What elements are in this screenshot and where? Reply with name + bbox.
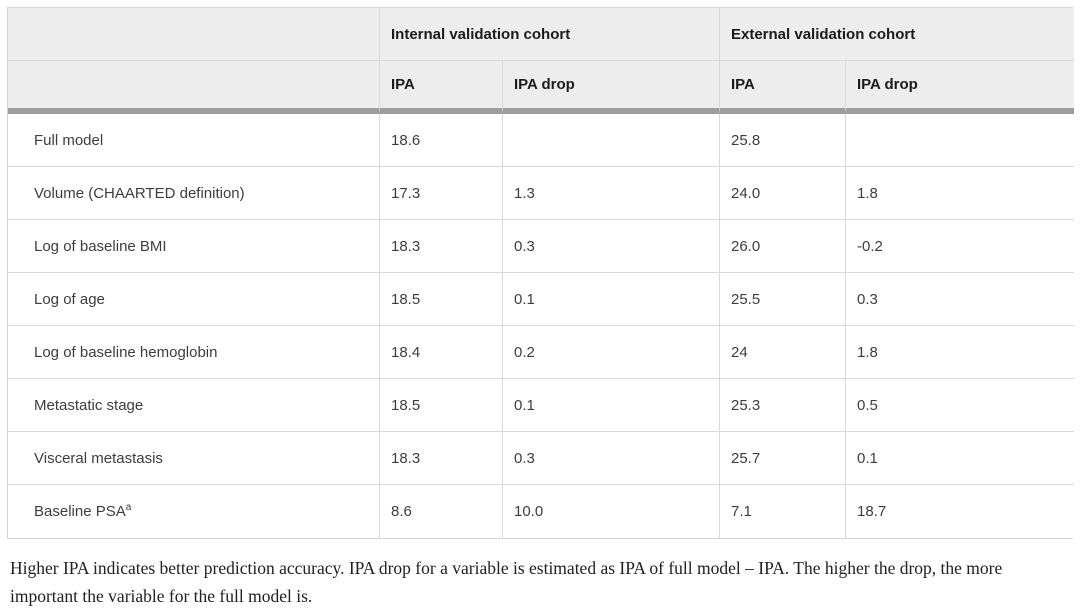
row-label: Log of baseline hemoglobin xyxy=(8,326,380,379)
internal-ipa-drop-header: IPA drop xyxy=(503,61,720,114)
table-row: Baseline PSAa 8.6 10.0 7.1 18.7 xyxy=(8,485,1074,538)
table-footnote: Higher IPA indicates better prediction a… xyxy=(10,558,1003,606)
row-label: Baseline PSAa xyxy=(8,485,380,538)
value-cell: 10.0 xyxy=(503,485,720,538)
value-cell: -0.2 xyxy=(846,220,1074,273)
value-cell: 18.6 xyxy=(380,114,503,167)
internal-ipa-header: IPA xyxy=(380,61,503,114)
internal-cohort-header: Internal validation cohort xyxy=(380,8,720,61)
row-label: Metastatic stage xyxy=(8,379,380,432)
ipa-validation-table: Internal validation cohort External vali… xyxy=(8,8,1074,538)
row-label: Log of age xyxy=(8,273,380,326)
table-row: Full model 18.6 25.8 xyxy=(8,114,1074,167)
value-cell: 0.1 xyxy=(503,379,720,432)
value-cell: 1.8 xyxy=(846,326,1074,379)
external-ipa-drop-header: IPA drop xyxy=(846,61,1074,114)
row-label: Volume (CHAARTED definition) xyxy=(8,167,380,220)
value-cell: 0.3 xyxy=(846,273,1074,326)
value-cell: 18.3 xyxy=(380,432,503,485)
metric-header-row: IPA IPA drop IPA IPA drop xyxy=(8,61,1074,114)
value-cell: 25.3 xyxy=(720,379,846,432)
value-cell: 26.0 xyxy=(720,220,846,273)
table-row: Metastatic stage 18.5 0.1 25.3 0.5 xyxy=(8,379,1074,432)
value-cell: 18.5 xyxy=(380,273,503,326)
value-cell xyxy=(503,114,720,167)
cohort-header-row: Internal validation cohort External vali… xyxy=(8,8,1074,61)
external-ipa-header: IPA xyxy=(720,61,846,114)
value-cell: 18.7 xyxy=(846,485,1074,538)
value-cell: 24 xyxy=(720,326,846,379)
table-row: Log of age 18.5 0.1 25.5 0.3 xyxy=(8,273,1074,326)
value-cell: 0.3 xyxy=(503,220,720,273)
table-body: Full model 18.6 25.8 Volume (CHAARTED defin… xyxy=(8,114,1074,538)
row-label: Log of baseline BMI xyxy=(8,220,380,273)
external-cohort-header: External validation cohort xyxy=(720,8,1074,61)
footnote-marker: a xyxy=(125,502,132,513)
value-cell: 25.8 xyxy=(720,114,846,167)
value-cell: 25.5 xyxy=(720,273,846,326)
value-cell: 8.6 xyxy=(380,485,503,538)
value-cell xyxy=(846,114,1074,167)
value-cell: 0.1 xyxy=(503,273,720,326)
value-cell: 0.2 xyxy=(503,326,720,379)
value-cell: 1.3 xyxy=(503,167,720,220)
value-cell: 0.3 xyxy=(503,432,720,485)
value-cell: 7.1 xyxy=(720,485,846,538)
value-cell: 18.3 xyxy=(380,220,503,273)
row-label: Full model xyxy=(8,114,380,167)
value-cell: 1.8 xyxy=(846,167,1074,220)
table-header: Internal validation cohort External vali… xyxy=(8,8,1074,114)
value-cell: 18.4 xyxy=(380,326,503,379)
value-cell: 17.3 xyxy=(380,167,503,220)
corner-cell-top xyxy=(8,8,380,61)
value-cell: 25.7 xyxy=(720,432,846,485)
table-row: Log of baseline BMI 18.3 0.3 26.0 -0.2 xyxy=(8,220,1074,273)
value-cell: 18.5 xyxy=(380,379,503,432)
value-cell: 0.1 xyxy=(846,432,1074,485)
value-cell: 24.0 xyxy=(720,167,846,220)
value-cell: 0.5 xyxy=(846,379,1074,432)
table-row: Log of baseline hemoglobin 18.4 0.2 24 1.8 xyxy=(8,326,1074,379)
corner-cell-bottom xyxy=(8,61,380,114)
validation-table-wrap: Internal validation cohort External vali… xyxy=(7,7,1074,539)
row-label: Visceral metastasis xyxy=(8,432,380,485)
table-row: Volume (CHAARTED definition) 17.3 1.3 24.0 1… xyxy=(8,167,1074,220)
table-row: Visceral metastasis 18.3 0.3 25.7 0.1 xyxy=(8,432,1074,485)
